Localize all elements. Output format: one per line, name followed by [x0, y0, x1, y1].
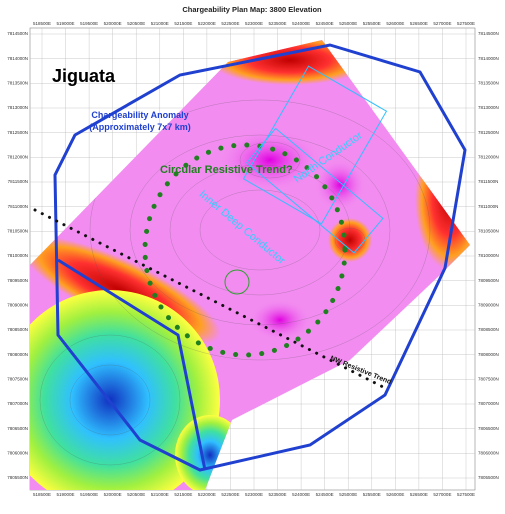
x-label: 526000E: [386, 492, 404, 497]
x-label: 520000E: [104, 21, 122, 26]
x-label: 526500E: [410, 492, 428, 497]
y-label: 7812000N: [7, 155, 28, 160]
y-label: 7814000N: [7, 56, 28, 61]
x-label: 520500E: [127, 21, 145, 26]
x-label: 525000E: [339, 21, 357, 26]
y-label: 7811500N: [8, 179, 28, 184]
y-label: 7805500N: [7, 475, 28, 480]
x-label: 525500E: [363, 492, 381, 497]
y-label: 7814500N: [7, 31, 28, 36]
x-label: 522000E: [198, 21, 216, 26]
x-label: 518500E: [33, 21, 51, 26]
y-label: 7809500N: [478, 278, 499, 283]
x-label: 519000E: [57, 492, 75, 497]
x-label: 520000E: [104, 492, 122, 497]
y-label: 7808500N: [478, 327, 499, 332]
y-label: 7812500N: [478, 130, 499, 135]
y-label: 7810000N: [7, 253, 28, 258]
x-label: 527000E: [433, 492, 451, 497]
y-label: 7807500N: [478, 377, 499, 382]
x-label: 522500E: [221, 21, 239, 26]
y-label: 7805500N: [478, 475, 499, 480]
y-label: 7809000N: [7, 303, 28, 308]
y-label: 7810500N: [7, 229, 28, 234]
y-label: 7813000N: [478, 105, 499, 110]
y-label: 7806500N: [7, 426, 28, 431]
y-label: 7811500N: [478, 179, 498, 184]
x-label: 524000E: [292, 21, 310, 26]
x-label: 519000E: [57, 21, 75, 26]
x-label: 518500E: [33, 492, 51, 497]
y-label: 7809500N: [7, 278, 28, 283]
x-label: 521500E: [174, 21, 192, 26]
nw-trend-line: [33, 208, 387, 390]
place-label: Jiguata: [52, 66, 116, 86]
x-label: 527500E: [457, 21, 475, 26]
anomaly-label: Chargeability Anomaly: [91, 110, 188, 120]
y-label: 7806500N: [478, 426, 499, 431]
x-label: 527000E: [433, 21, 451, 26]
conductors: [242, 65, 388, 254]
x-label: 519500E: [80, 21, 98, 26]
y-label: 7810000N: [478, 253, 499, 258]
y-label: 7806000N: [478, 451, 499, 456]
anomaly-outline: [53, 43, 467, 472]
y-label: 7813000N: [7, 105, 28, 110]
y-label: 7813500N: [7, 81, 28, 86]
y-label: 7814000N: [478, 56, 499, 61]
target: [224, 269, 250, 295]
x-label: 519500E: [80, 492, 98, 497]
x-label: 526500E: [410, 21, 428, 26]
x-label: 526000E: [386, 21, 404, 26]
y-label: 7807000N: [7, 401, 28, 406]
y-label: 7812000N: [478, 155, 499, 160]
x-label: 524500E: [316, 492, 334, 497]
x-label: 523000E: [245, 492, 263, 497]
x-label: 525000E: [339, 492, 357, 497]
y-label: 7811000N: [8, 204, 28, 209]
x-label: 523500E: [269, 492, 287, 497]
map-title: Chargeability Plan Map: 3800 Elevation: [182, 5, 322, 14]
y-label: 7808000N: [7, 352, 28, 357]
x-label: 524500E: [316, 21, 334, 26]
anomaly-outline: [57, 258, 207, 471]
x-label: 525500E: [363, 21, 381, 26]
y-label: 7813500N: [478, 81, 499, 86]
y-label: 7806000N: [7, 451, 28, 456]
x-label: 522500E: [221, 492, 239, 497]
y-label: 7809000N: [478, 303, 499, 308]
x-label: 522000E: [198, 492, 216, 497]
x-label: 524000E: [292, 492, 310, 497]
y-label: 7808500N: [7, 327, 28, 332]
y-label: 7811000N: [478, 204, 498, 209]
x-label: 521000E: [151, 492, 169, 497]
circular-label: Circular Resistive Trend?: [160, 164, 293, 176]
x-label: 521000E: [151, 21, 169, 26]
x-label: 523000E: [245, 21, 263, 26]
y-label: 7810500N: [478, 229, 499, 234]
x-label: 521500E: [174, 492, 192, 497]
y-label: 7814500N: [478, 31, 499, 36]
y-label: 7812500N: [7, 130, 28, 135]
x-label: 523500E: [269, 21, 287, 26]
x-label: 527500E: [457, 492, 475, 497]
x-label: 520500E: [127, 492, 145, 497]
circular-trend: [142, 142, 348, 358]
y-label: 7807500N: [7, 377, 28, 382]
y-label: 7808000N: [478, 352, 499, 357]
anomaly-label: (Approximately 7x7 km): [89, 122, 191, 132]
y-label: 7807000N: [478, 401, 499, 406]
